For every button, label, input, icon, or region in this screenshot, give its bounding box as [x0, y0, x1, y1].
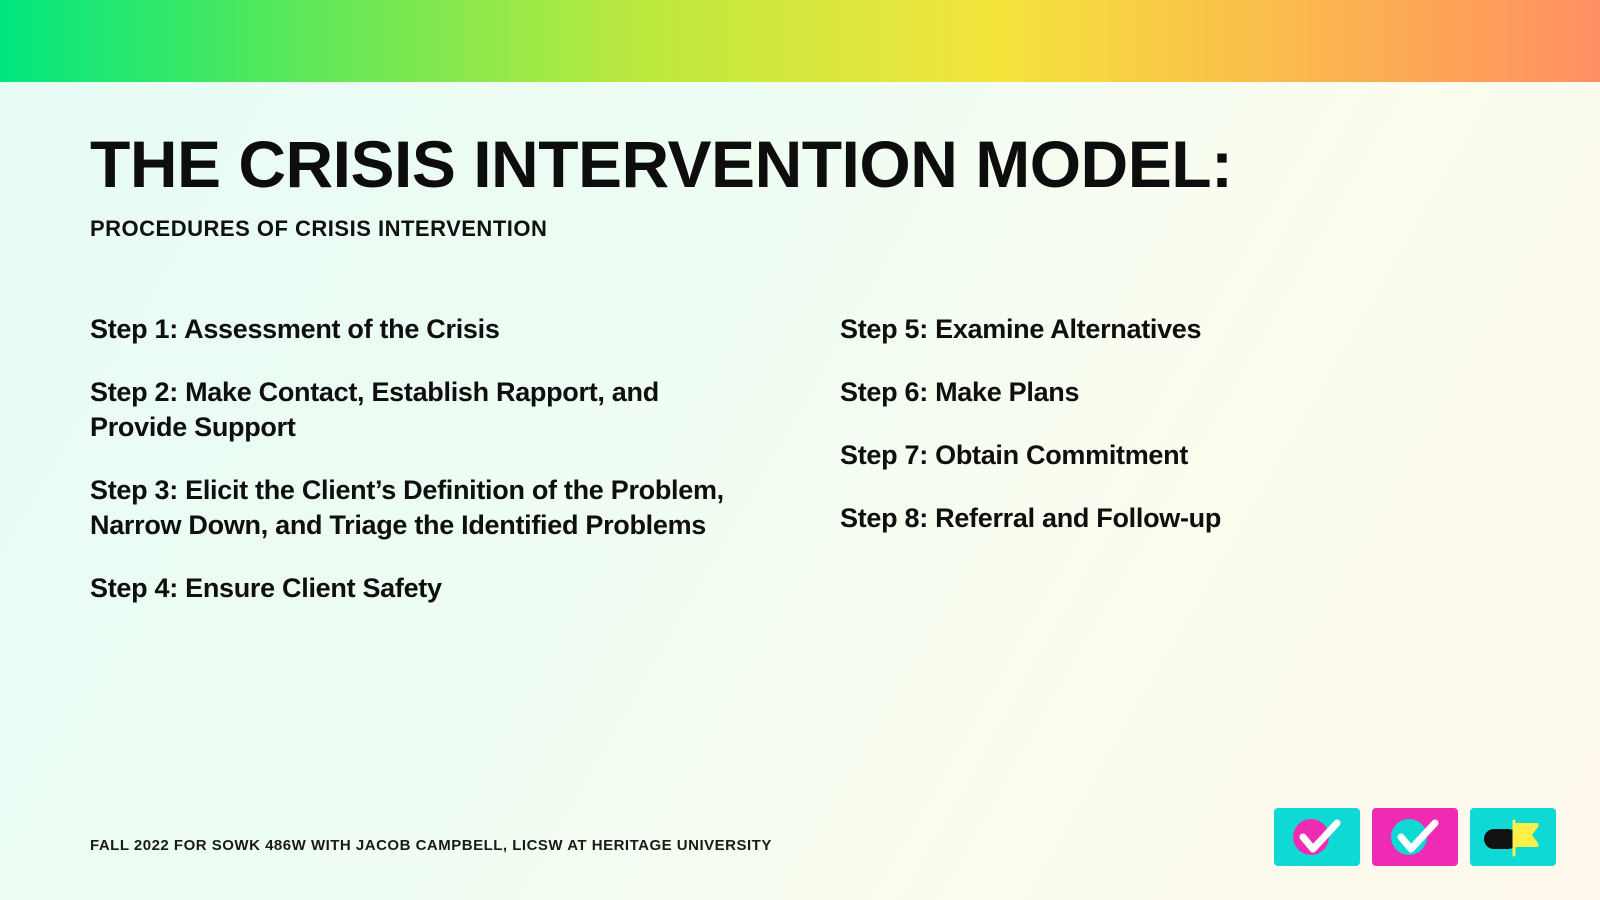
right-column: Step 5: Examine Alternatives Step 6: Mak… — [840, 312, 1510, 635]
flag-badge-icon — [1470, 808, 1556, 866]
badge-row — [1274, 808, 1556, 866]
gradient-topbar — [0, 0, 1600, 82]
step-item: Step 5: Examine Alternatives — [840, 312, 1510, 347]
step-item: Step 6: Make Plans — [840, 375, 1510, 410]
slide-content: THE CRISIS INTERVENTION MODEL: PROCEDURE… — [0, 82, 1600, 900]
step-item: Step 2: Make Contact, Establish Rapport,… — [90, 375, 760, 445]
step-item: Step 3: Elicit the Client’s Definition o… — [90, 473, 760, 543]
page-title: THE CRISIS INTERVENTION MODEL: — [90, 126, 1510, 202]
step-item: Step 1: Assessment of the Crisis — [90, 312, 760, 347]
step-item: Step 7: Obtain Commitment — [840, 438, 1510, 473]
left-column: Step 1: Assessment of the Crisis Step 2:… — [90, 312, 760, 635]
check-badge-icon — [1274, 808, 1360, 866]
steps-columns: Step 1: Assessment of the Crisis Step 2:… — [90, 312, 1510, 635]
step-item: Step 8: Referral and Follow-up — [840, 501, 1510, 536]
step-item: Step 4: Ensure Client Safety — [90, 571, 760, 606]
page-subtitle: PROCEDURES OF CRISIS INTERVENTION — [90, 216, 1510, 242]
check-badge-icon — [1372, 808, 1458, 866]
slide-footer: FALL 2022 FOR SOWK 486W WITH JACOB CAMPB… — [90, 837, 772, 854]
